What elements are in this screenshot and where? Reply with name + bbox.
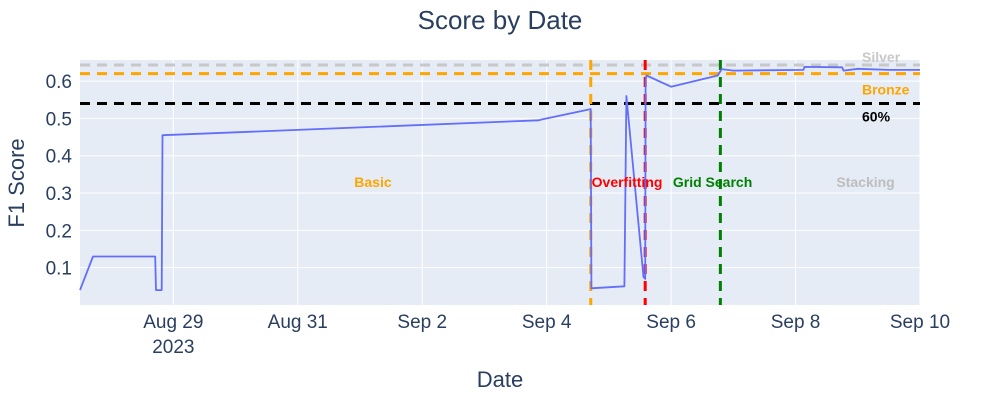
series-line [79,66,920,292]
annotations: Silver Bronze 60% Basic Overfitting Grid Sear… [354,49,909,190]
phase-label: Basic [354,174,392,190]
y-tick-label: 0.6 [46,72,72,93]
x-tick-label: Aug 31 [268,312,328,333]
x-tick-label: Sep 8 [771,312,821,333]
y-tick-label: 0.4 [46,147,73,168]
x-ticks: Aug 29 2023 Aug 31 Sep 2 Sep 4 Sep 6 Sep 8 Sep … [143,312,950,358]
x-tick-label: Sep 2 [397,312,447,333]
phase-label: Grid Search [673,174,752,190]
grid [80,60,921,305]
plot-area [80,60,920,305]
phase-label: Overfitting [592,174,663,190]
reference-line-label: Bronze [862,82,910,98]
reference-line-label: 60% [862,108,891,124]
x-axis-title: Date [477,367,523,392]
series [79,66,920,292]
x-tick-label: Aug 29 [143,312,203,333]
x-tick-sublabel: 2023 [152,337,194,358]
phase-label: Stacking [836,174,894,190]
x-tick-label: Sep 10 [890,312,950,333]
y-tick-label: 0.2 [46,221,72,242]
reference-line-label: Silver [862,49,901,65]
chart-title: Score by Date [418,5,583,35]
y-tick-label: 0.5 [46,109,72,130]
reference-lines [80,63,920,105]
y-ticks: 0.1 0.2 0.3 0.4 0.5 0.6 [46,72,73,280]
x-tick-label: Sep 6 [646,312,696,333]
y-tick-label: 0.3 [46,184,72,205]
x-tick-label: Sep 4 [522,312,572,333]
y-axis-title: F1 Score [4,138,29,227]
y-tick-label: 0.1 [46,259,72,280]
